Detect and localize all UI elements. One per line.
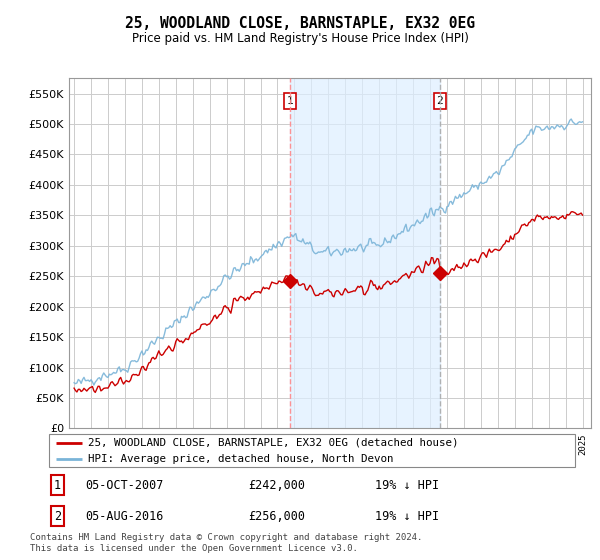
Text: 25, WOODLAND CLOSE, BARNSTAPLE, EX32 0EG (detached house): 25, WOODLAND CLOSE, BARNSTAPLE, EX32 0EG… bbox=[88, 437, 458, 447]
Text: £242,000: £242,000 bbox=[248, 479, 305, 492]
Text: Contains HM Land Registry data © Crown copyright and database right 2024.
This d: Contains HM Land Registry data © Crown c… bbox=[30, 533, 422, 553]
Text: 1: 1 bbox=[54, 479, 61, 492]
Text: 2: 2 bbox=[54, 510, 61, 523]
FancyBboxPatch shape bbox=[49, 433, 575, 467]
Text: £256,000: £256,000 bbox=[248, 510, 305, 523]
Text: 2: 2 bbox=[436, 96, 443, 106]
Text: 1: 1 bbox=[287, 96, 293, 106]
Text: 05-OCT-2007: 05-OCT-2007 bbox=[85, 479, 163, 492]
Bar bbox=[290, 78, 440, 428]
Text: 05-AUG-2016: 05-AUG-2016 bbox=[85, 510, 163, 523]
Text: Price paid vs. HM Land Registry's House Price Index (HPI): Price paid vs. HM Land Registry's House … bbox=[131, 32, 469, 45]
Text: 19% ↓ HPI: 19% ↓ HPI bbox=[376, 510, 439, 523]
Text: 19% ↓ HPI: 19% ↓ HPI bbox=[376, 479, 439, 492]
Text: HPI: Average price, detached house, North Devon: HPI: Average price, detached house, Nort… bbox=[88, 454, 393, 464]
Text: 25, WOODLAND CLOSE, BARNSTAPLE, EX32 0EG: 25, WOODLAND CLOSE, BARNSTAPLE, EX32 0EG bbox=[125, 16, 475, 31]
